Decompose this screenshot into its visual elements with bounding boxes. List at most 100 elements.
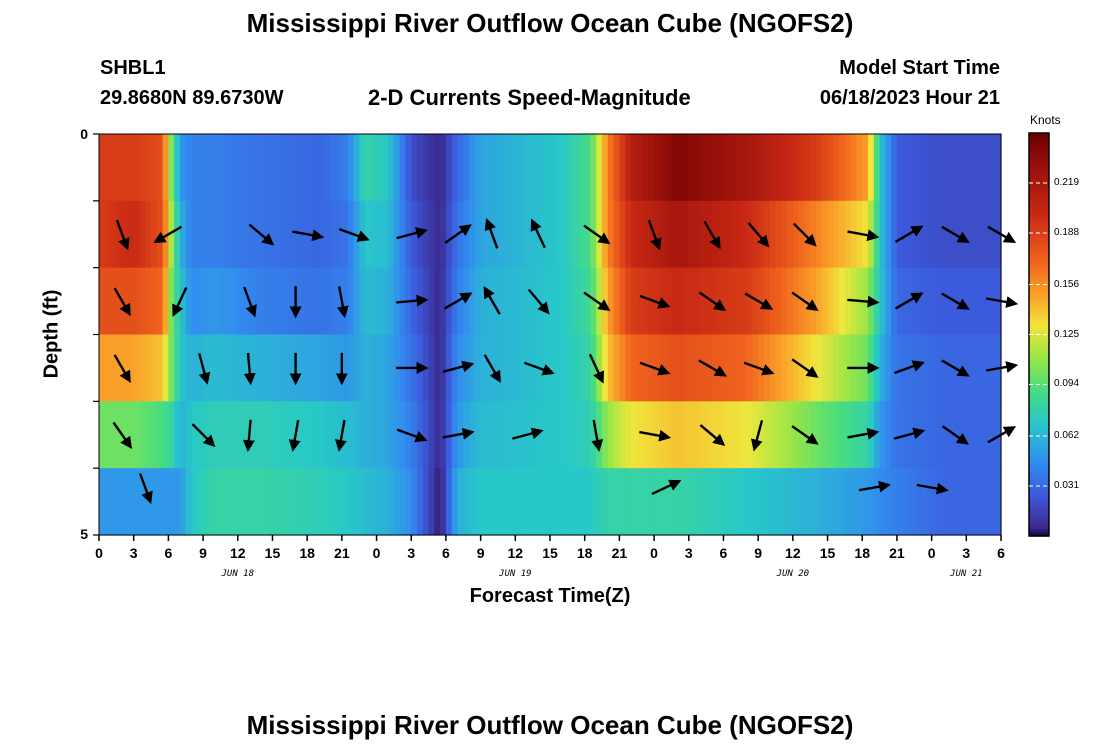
heatmap-cell [191, 468, 198, 536]
heatmap-cell [509, 134, 516, 202]
heatmap-cell [966, 334, 973, 402]
heatmap-cell [220, 401, 227, 469]
heatmap-cell [503, 334, 511, 402]
colorbar-segment [1029, 364, 1049, 369]
heatmap-cell [983, 334, 991, 402]
heatmap-cell [492, 200, 499, 269]
heatmap-cell [636, 134, 644, 202]
heatmap-cell [99, 334, 106, 402]
heatmap-cell [203, 334, 210, 402]
heatmap-cell [671, 200, 678, 269]
heatmap-cell [619, 200, 626, 269]
colorbar-segment [1029, 388, 1049, 393]
heatmap-cell [937, 401, 944, 469]
heatmap-cell [104, 401, 112, 469]
heatmap-cell [920, 267, 927, 336]
current-vector-arrow [443, 292, 473, 310]
heatmap-cell [584, 334, 592, 402]
current-vector-arrow [941, 425, 969, 445]
heatmap-cell [850, 468, 858, 536]
heatmap-cell [862, 134, 869, 202]
heatmap-cell [272, 200, 279, 269]
heatmap-cell [873, 468, 881, 536]
heatmap-cell [642, 134, 649, 202]
current-vector-arrow [747, 222, 770, 248]
heatmap-cell [688, 401, 696, 469]
heatmap-cell [879, 401, 886, 469]
x-tick-label: 9 [476, 545, 485, 561]
heatmap-cell [561, 267, 568, 336]
colorbar-segment [1029, 203, 1049, 208]
heatmap-cell [763, 401, 771, 469]
current-vector-arrow [703, 220, 721, 250]
heatmap-cell [353, 134, 360, 202]
heatmap-cell [237, 200, 245, 269]
colorbar-segment [1029, 522, 1049, 527]
heatmap-cell [792, 401, 800, 469]
heatmap-cell [480, 267, 487, 336]
colorbar-tick-label: 0.094 [1054, 378, 1080, 390]
heatmap-cell [127, 401, 135, 469]
heatmap-cell [578, 334, 586, 402]
heatmap-cell [619, 267, 626, 336]
heatmap-cell [555, 267, 563, 336]
heatmap-cell [700, 200, 707, 269]
heatmap-cell [630, 468, 638, 536]
heatmap-cell [255, 401, 262, 469]
current-vector-arrow [483, 286, 501, 315]
heatmap-cell [179, 200, 187, 269]
colorbar-segment [1029, 381, 1049, 386]
heatmap-cell [943, 134, 950, 202]
heatmap-cell [151, 267, 158, 336]
heatmap-cell [318, 267, 326, 336]
heatmap-cell [110, 267, 117, 336]
heatmap-cell [99, 134, 106, 202]
current-vector-arrow [639, 294, 671, 309]
heatmap-cell [440, 200, 447, 269]
footer-title: Mississippi River Outflow Ocean Cube (NG… [246, 710, 854, 740]
heatmap-cell [983, 134, 991, 202]
heatmap-cell [353, 468, 360, 536]
heatmap-cell [752, 200, 759, 269]
heatmap-cell [659, 334, 667, 402]
heatmap-cell [521, 267, 528, 336]
heatmap-cell [226, 134, 233, 202]
heatmap-cell [925, 200, 933, 269]
heatmap-cell [208, 334, 216, 402]
heatmap-cell [688, 200, 696, 269]
heatmap-cell [364, 267, 372, 336]
heatmap-cell [989, 200, 996, 269]
colorbar-segment [1029, 180, 1049, 184]
heatmap-cell [197, 134, 204, 202]
colorbar-segment [1029, 200, 1049, 205]
heatmap-cell [550, 468, 557, 536]
heatmap-cell [700, 334, 707, 402]
heatmap-cell [156, 401, 164, 469]
heatmap-cell [596, 401, 603, 469]
heatmap-cell [821, 334, 829, 402]
current-vector-arrow [894, 225, 924, 243]
colorbar-segment [1029, 452, 1049, 456]
current-vector-arrow [894, 292, 924, 310]
heatmap-cell [682, 468, 690, 536]
heatmap-cell [179, 468, 187, 536]
heatmap-cell [509, 334, 516, 402]
heatmap-cell [469, 200, 476, 269]
heatmap-cell [133, 334, 141, 402]
heatmap-cell [440, 401, 447, 469]
heatmap-cell [434, 468, 441, 536]
heatmap-cell [521, 468, 528, 536]
heatmap-cell [174, 334, 181, 402]
current-vector-arrow [248, 223, 275, 246]
colorbar-segment [1029, 294, 1049, 299]
heatmap-cell [145, 401, 152, 469]
heatmap-cell [752, 267, 759, 336]
heatmap-cell [474, 334, 482, 402]
heatmap-cell [133, 267, 141, 336]
heatmap-cell [393, 468, 401, 536]
heatmap-cell [648, 200, 655, 269]
heatmap-cell [231, 401, 239, 469]
heatmap-cell [457, 134, 464, 202]
heatmap-cell [231, 200, 239, 269]
heatmap-cell [133, 134, 141, 202]
